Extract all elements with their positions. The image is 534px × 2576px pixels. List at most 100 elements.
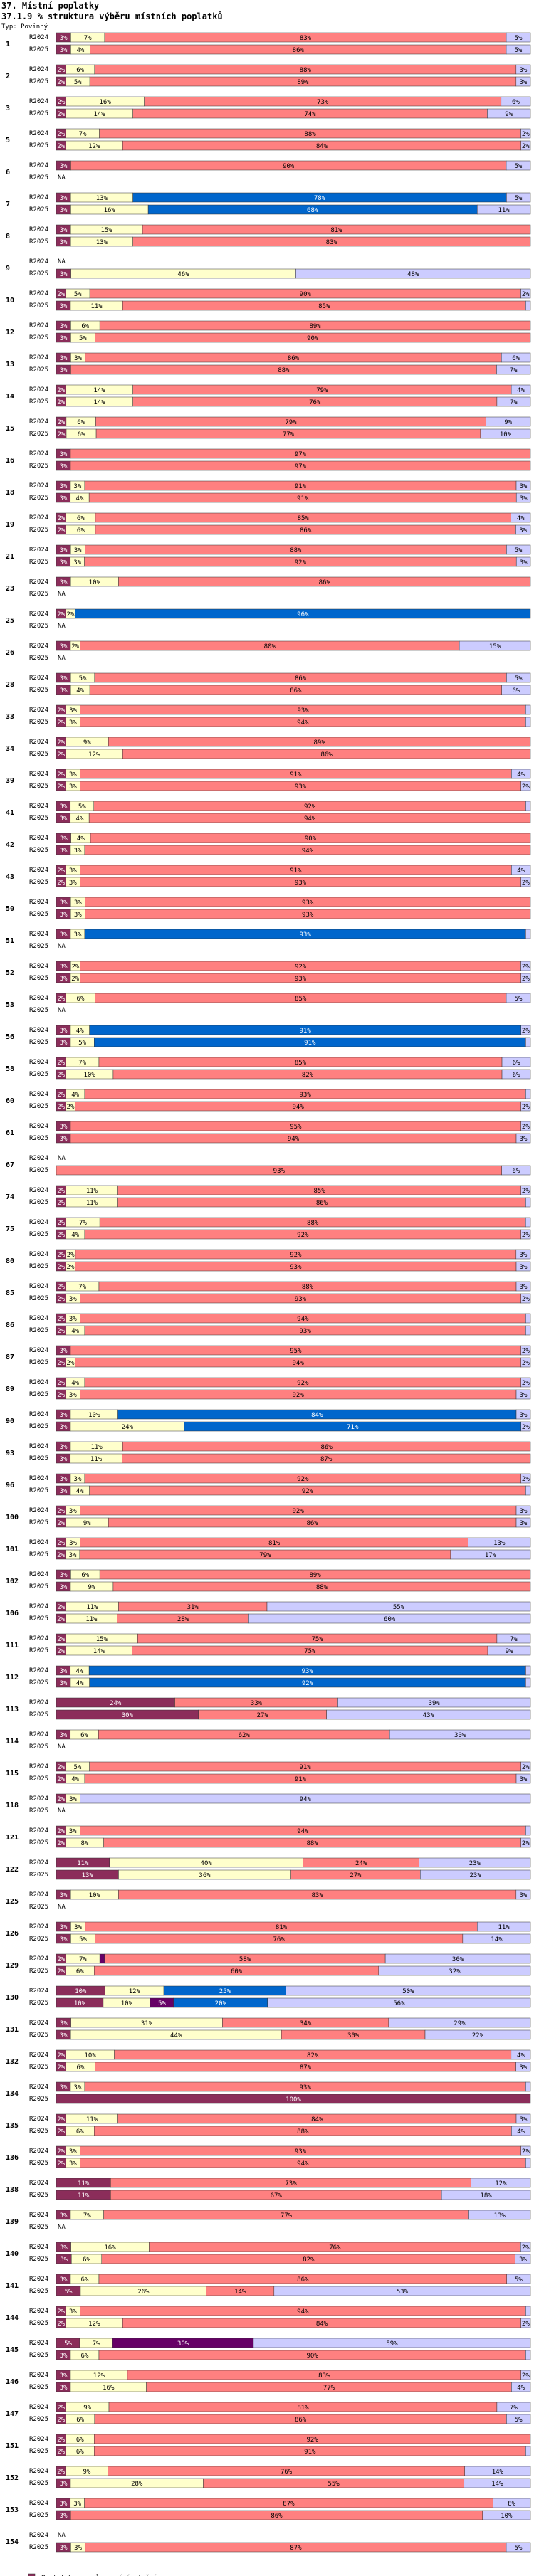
data-label: 4% — [71, 1776, 79, 1783]
row-label: R2024 — [29, 1347, 48, 1354]
group-9: 9 R2024 NA R2025 3% 46% 48% — [6, 258, 531, 279]
data-label: 3% — [60, 643, 68, 650]
row-label: R2024 — [29, 226, 48, 233]
data-label: 93% — [300, 1092, 312, 1099]
data-label: 88% — [290, 547, 302, 554]
data-label: 87% — [290, 2545, 302, 2552]
data-label: 10% — [88, 1412, 100, 1419]
row-label: R2025 — [29, 1103, 48, 1110]
data-label: 11% — [77, 1860, 89, 1867]
data-label: 3% — [74, 355, 82, 362]
bar-segment — [85, 909, 531, 919]
data-label: 2% — [57, 1956, 65, 1963]
row-label: R2024 — [29, 2404, 48, 2411]
data-label: 6% — [76, 67, 84, 74]
data-label: 18% — [480, 2192, 492, 2200]
data-label: 2% — [57, 2064, 65, 2071]
na-label: NA — [58, 943, 66, 950]
row-label: R2024 — [29, 1795, 48, 1802]
data-label: 5% — [515, 47, 523, 54]
data-label: 3% — [520, 1508, 528, 1515]
data-label: 3% — [519, 79, 527, 86]
row-label: R2025 — [29, 2224, 48, 2231]
data-label: 13% — [493, 1540, 506, 1547]
data-label: 76% — [309, 399, 321, 406]
group-141: 141 R2024 3% 6% 86% 5% R2025 5% 26% 14% 53% — [6, 2274, 531, 2296]
bar-segment — [520, 781, 531, 791]
data-label: 20% — [215, 2000, 227, 2007]
data-label: 3% — [60, 2545, 68, 2552]
data-label: 2% — [67, 1264, 75, 1271]
group-label: 87 — [6, 1353, 14, 1361]
data-label: 3% — [60, 1444, 68, 1451]
row-label: R2025 — [29, 46, 48, 53]
data-label: 4% — [76, 1680, 84, 1687]
group-144: 144 R2024 2% 3% 94% R2025 2% 12% 84% 2% — [6, 2306, 531, 2328]
data-label: 4% — [517, 771, 525, 778]
group-label: 5 — [6, 137, 10, 144]
data-label: 2% — [57, 783, 65, 791]
row-label: R2025 — [29, 1936, 48, 1943]
data-label: 93% — [290, 1264, 302, 1271]
data-label: 24% — [122, 1424, 134, 1431]
group-43: 43 R2024 2% 3% 91% 4% R2025 2% 3% 93% 2% — [6, 865, 531, 887]
data-label: 7% — [510, 399, 518, 406]
bar-segment — [511, 512, 531, 523]
group-113: 113 R2024 24% 33% 39% R2025 30% 27% 43% — [6, 1697, 531, 1720]
na-label: NA — [58, 1807, 66, 1815]
data-label: 91% — [300, 1028, 312, 1035]
data-label: 2% — [57, 771, 65, 778]
bar-segment — [99, 1953, 105, 1964]
data-label: 88% — [278, 367, 290, 374]
row-label: R2024 — [29, 1155, 48, 1162]
data-label: 27% — [350, 1872, 362, 1879]
row-label: R2024 — [29, 130, 48, 137]
data-label: 28% — [177, 1616, 189, 1623]
row-label: R2024 — [29, 931, 48, 938]
row-label: R2024 — [29, 514, 48, 522]
data-label: 3% — [74, 899, 82, 907]
row-label: R2025 — [29, 1615, 48, 1622]
data-label: 2% — [522, 880, 530, 887]
bar-segment — [515, 2254, 531, 2264]
bar-segment — [501, 1069, 531, 1080]
data-label: 2% — [57, 1540, 65, 1547]
data-label: 3% — [519, 67, 527, 74]
data-label: 5% — [515, 547, 523, 554]
group-label: 9 — [6, 265, 10, 273]
data-label: 4% — [517, 387, 525, 394]
data-label: 3% — [60, 239, 68, 246]
bar-segment — [515, 1773, 531, 1784]
row-label: R2025 — [29, 1711, 48, 1719]
bar-segment — [389, 1729, 531, 1740]
row-label: R2024 — [29, 1539, 48, 1546]
data-label: 23% — [470, 1872, 482, 1879]
bar-segment — [515, 64, 531, 75]
data-label: 87% — [283, 2501, 295, 2508]
data-label: 7% — [84, 35, 92, 42]
bar-segment — [496, 2402, 531, 2412]
group-34: 34 R2024 2% 9% 89% R2025 2% 12% 86% — [6, 737, 531, 759]
data-label: 2% — [57, 1284, 65, 1291]
data-label: 2% — [57, 2160, 65, 2168]
group-12: 12 R2024 3% 6% 89% R2025 3% 5% 90% — [6, 320, 531, 343]
type-value: Povinný — [21, 23, 48, 31]
data-label: 85% — [313, 1188, 325, 1195]
data-label: 34% — [300, 2020, 312, 2027]
row-label: R2025 — [29, 527, 48, 534]
bar-segment — [520, 2370, 531, 2380]
data-label: 8% — [81, 1840, 89, 1847]
data-label: 2% — [57, 2308, 65, 2316]
data-label: 84% — [316, 2321, 328, 2328]
data-label: 16% — [103, 2385, 115, 2392]
data-label: 92% — [302, 1680, 314, 1687]
group-85: 85 R2024 2% 7% 88% 3% R2025 2% 3% 93% 2% — [6, 1281, 531, 1304]
data-label: 4% — [517, 515, 525, 522]
data-label: 95% — [290, 1124, 302, 1131]
group-label: 147 — [6, 2410, 19, 2418]
data-label: 87% — [320, 1456, 333, 1463]
bar-segment — [142, 224, 531, 235]
data-label: 97% — [295, 463, 307, 470]
data-label: 3% — [60, 35, 68, 42]
row-label: R2025 — [29, 2288, 48, 2295]
